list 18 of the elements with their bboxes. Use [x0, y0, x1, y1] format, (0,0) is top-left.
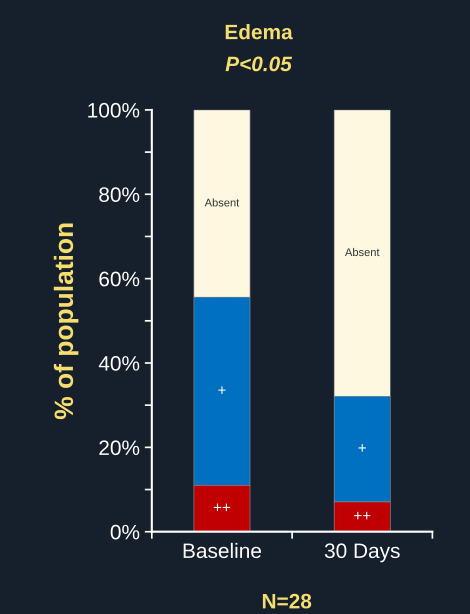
y-tick-label: 60% — [99, 272, 140, 286]
series-label: ++ — [354, 512, 370, 520]
y-axis-title: % of population — [54, 224, 78, 420]
y-tick-label: 20% — [99, 440, 140, 456]
text: N=28 — [262, 594, 312, 609]
chart-subtitle: P<0.05 — [226, 56, 292, 72]
text: Absent — [344, 248, 380, 256]
x-tick-label: 30 Days — [324, 543, 400, 562]
x-tick-label: Baseline — [184, 542, 261, 558]
series-label: + — [218, 386, 226, 394]
y-tick-label: 0% — [110, 524, 140, 540]
series-label: Absent — [204, 198, 240, 207]
y-tick-label: 80% — [99, 187, 140, 202]
text: + — [358, 444, 366, 452]
text: ++ — [214, 504, 230, 512]
chart-title: Edema — [226, 24, 293, 40]
y-tick-label: 100% — [88, 102, 140, 118]
y-tick-label: 40% — [98, 356, 140, 371]
